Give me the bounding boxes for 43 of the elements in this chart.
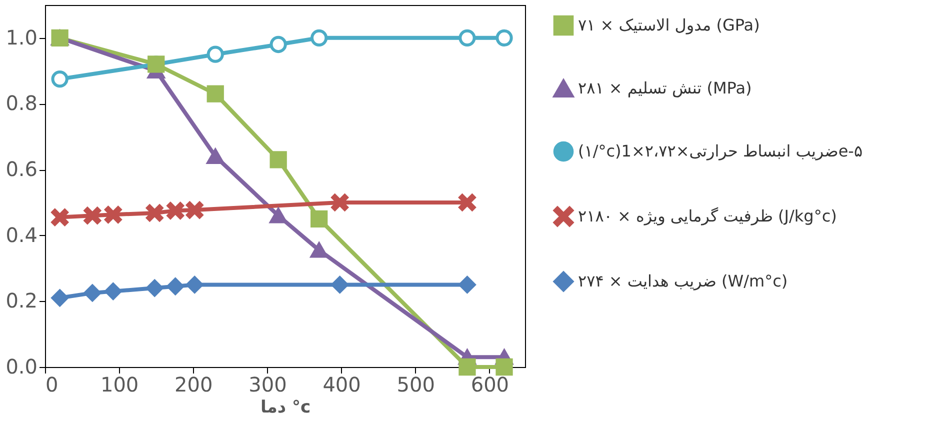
- point: [84, 207, 101, 224]
- legend-label: ظرفیت گرمایی ویژه × ۲۱۸۰ (J/kg°c): [578, 206, 837, 226]
- y-tick-label: 0.6: [6, 157, 38, 182]
- point: [166, 278, 184, 295]
- legend-label: تنش تسلیم × ۲۸۱ (MPa): [578, 78, 752, 98]
- point: [206, 148, 224, 164]
- y-tick-label: 0.4: [6, 222, 38, 247]
- point: [51, 208, 68, 226]
- legend-label: (۱/°c)ضریب انبساط حرارتی×۲،۷۲×1e-۵: [578, 142, 863, 160]
- x-tick-label: 600: [470, 372, 510, 396]
- point: [458, 358, 476, 376]
- x-tick-label: 300: [248, 372, 287, 396]
- point: [104, 206, 122, 224]
- x-tick-label: 200: [174, 372, 213, 396]
- point: [104, 282, 122, 300]
- point: [496, 358, 513, 376]
- legend-label: ضریب هدایت × ۲۷۴ (W/m°c): [578, 272, 788, 290]
- point: [186, 276, 204, 294]
- point: [331, 276, 348, 294]
- point: [146, 204, 164, 222]
- legend-label: مدول الاستیک × ۷۱ (GPa): [578, 16, 760, 34]
- x-tick-label: 100: [100, 372, 139, 396]
- point: [270, 208, 287, 224]
- point: [331, 194, 348, 212]
- point: [270, 151, 287, 168]
- y-tick-label: 0.8: [6, 91, 38, 116]
- point: [310, 210, 328, 228]
- point: [186, 201, 204, 219]
- point: [84, 284, 101, 302]
- point: [310, 242, 328, 258]
- point: [458, 194, 476, 212]
- y-tick-label: 1.0: [6, 25, 38, 50]
- point: [146, 279, 164, 297]
- x-axis-title: دما °c: [260, 398, 311, 418]
- y-tick-label: 0.2: [6, 288, 38, 313]
- point: [458, 276, 476, 294]
- point: [51, 289, 68, 306]
- point: [206, 85, 224, 102]
- y-tick-label: 0.0: [6, 354, 38, 378]
- x-tick-label: 0: [46, 372, 58, 396]
- point: [166, 202, 184, 220]
- x-tick-label: 500: [396, 372, 435, 396]
- x-tick-label: 400: [322, 372, 361, 396]
